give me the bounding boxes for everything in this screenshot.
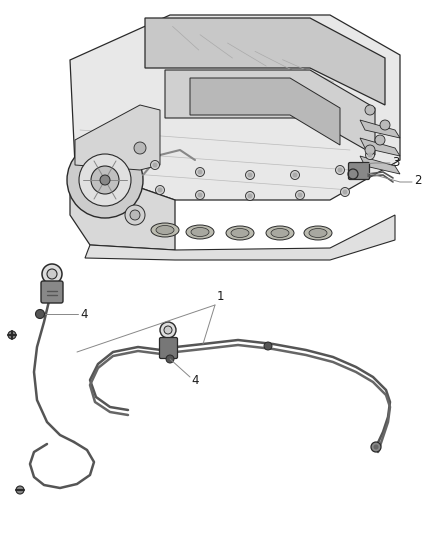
Circle shape (91, 166, 119, 194)
Circle shape (247, 173, 252, 177)
Circle shape (336, 166, 345, 174)
Ellipse shape (271, 229, 289, 238)
Circle shape (130, 210, 140, 220)
Polygon shape (360, 156, 400, 174)
Circle shape (42, 264, 62, 284)
Ellipse shape (304, 226, 332, 240)
Circle shape (166, 355, 174, 363)
Polygon shape (70, 165, 175, 250)
Polygon shape (145, 18, 385, 105)
Circle shape (155, 185, 165, 195)
Circle shape (340, 188, 350, 197)
Circle shape (296, 190, 304, 199)
Text: 2: 2 (414, 174, 421, 188)
Circle shape (152, 163, 158, 167)
Circle shape (246, 191, 254, 200)
Circle shape (365, 105, 375, 115)
FancyBboxPatch shape (41, 281, 63, 303)
Circle shape (128, 136, 152, 160)
Circle shape (198, 192, 202, 198)
Ellipse shape (156, 225, 174, 235)
Ellipse shape (191, 228, 209, 237)
Polygon shape (70, 15, 400, 200)
Circle shape (8, 331, 16, 339)
Circle shape (158, 188, 162, 192)
Circle shape (264, 342, 272, 350)
Text: 1: 1 (217, 290, 225, 303)
Polygon shape (85, 215, 395, 260)
Circle shape (380, 120, 390, 130)
Text: 4: 4 (80, 308, 88, 320)
Circle shape (367, 152, 372, 157)
Text: 3: 3 (392, 156, 399, 168)
FancyBboxPatch shape (159, 337, 177, 359)
Polygon shape (165, 70, 375, 155)
Circle shape (365, 145, 375, 155)
Circle shape (247, 193, 252, 198)
Ellipse shape (226, 226, 254, 240)
Circle shape (125, 205, 145, 225)
Ellipse shape (151, 223, 179, 237)
Circle shape (374, 445, 378, 449)
Circle shape (246, 171, 254, 180)
Circle shape (198, 169, 202, 174)
Circle shape (365, 150, 374, 159)
Ellipse shape (231, 229, 249, 238)
Circle shape (100, 175, 110, 185)
Circle shape (195, 190, 205, 199)
Polygon shape (190, 78, 340, 145)
Circle shape (151, 160, 159, 169)
Circle shape (160, 322, 176, 338)
Circle shape (338, 167, 343, 173)
Polygon shape (360, 120, 400, 138)
Circle shape (293, 173, 297, 177)
Ellipse shape (309, 229, 327, 238)
Ellipse shape (266, 226, 294, 240)
Polygon shape (360, 138, 400, 156)
Circle shape (164, 326, 172, 334)
Circle shape (79, 154, 131, 206)
Circle shape (134, 142, 146, 154)
Polygon shape (75, 105, 160, 170)
Circle shape (290, 171, 300, 180)
Circle shape (35, 310, 45, 319)
Circle shape (375, 135, 385, 145)
Circle shape (16, 486, 24, 494)
Circle shape (47, 269, 57, 279)
Text: 4: 4 (191, 374, 198, 386)
Ellipse shape (186, 225, 214, 239)
Circle shape (67, 142, 143, 218)
Circle shape (343, 190, 347, 195)
Circle shape (371, 442, 381, 452)
FancyBboxPatch shape (349, 163, 370, 180)
Circle shape (195, 167, 205, 176)
Circle shape (297, 192, 303, 198)
